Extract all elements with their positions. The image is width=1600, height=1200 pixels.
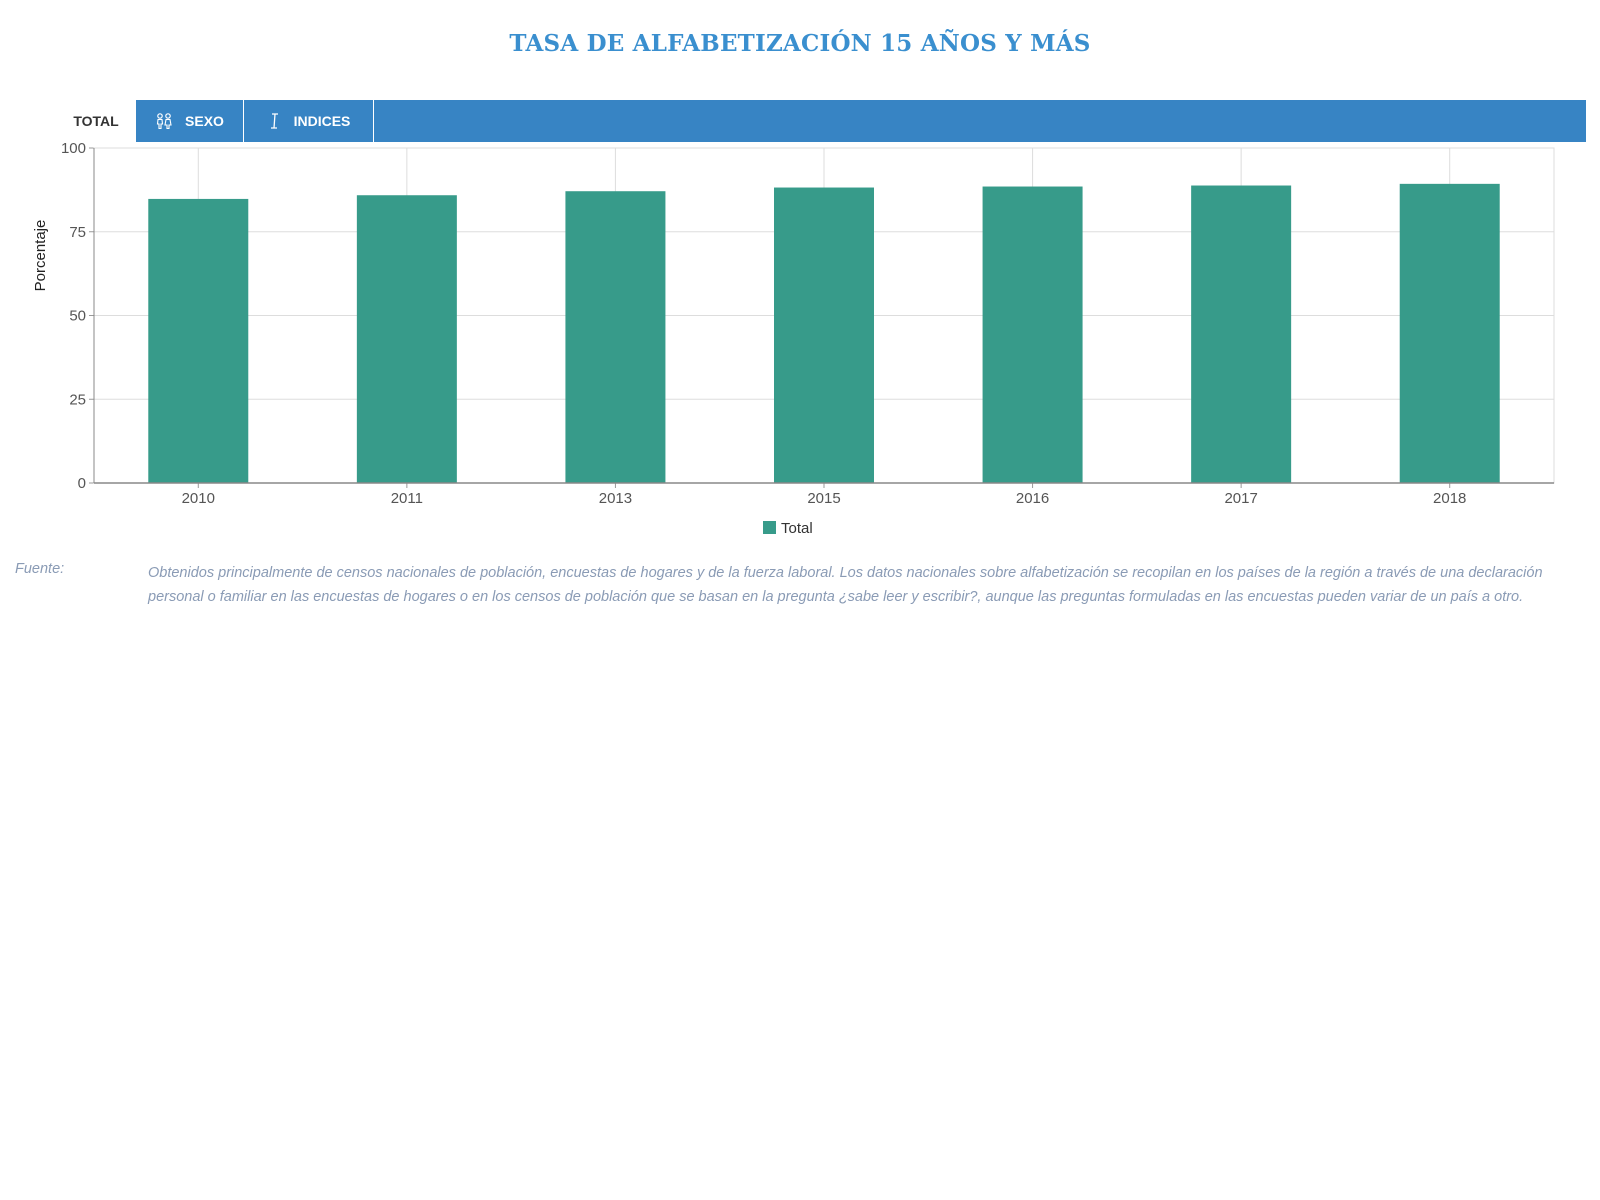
bars (148, 183, 1500, 484)
tab-sexo[interactable]: SEXO (136, 100, 244, 142)
x-tick-label: 2015 (807, 490, 840, 507)
bar-2017[interactable] (1191, 185, 1292, 483)
x-tick-label: 2013 (599, 490, 632, 507)
y-tick-label: 25 (69, 391, 86, 408)
legend-swatch-total (763, 521, 776, 534)
x-tick-label: 2011 (391, 490, 423, 507)
bar-2016[interactable] (982, 186, 1083, 483)
legend[interactable]: Total (763, 520, 813, 537)
x-tick-label: 2018 (1433, 490, 1466, 507)
tab-indices[interactable]: INDICES (245, 100, 374, 142)
y-tick-label: 0 (78, 475, 86, 492)
tick-labels: 0 25 50 75 100 2010 2011 2013 2015 2016 2017 2018 (61, 140, 1466, 507)
source-text: Obtenidos principalmente de censos nacio… (148, 565, 1543, 605)
cursor-icon (268, 112, 282, 130)
y-tick-label: 50 (69, 308, 86, 325)
source-label: Fuente: (15, 561, 65, 577)
tab-bar: TOTAL SEXO INDICES (56, 100, 1586, 142)
gender-icon (155, 112, 173, 130)
chart-title: TASA DE ALFABETIZACIÓN 15 AÑOS Y MÁS (509, 30, 1091, 57)
bar-2013[interactable] (565, 191, 666, 483)
x-tick-label: 2010 (182, 490, 215, 507)
tab-indices-label: INDICES (293, 113, 351, 129)
axes (89, 147, 1555, 488)
x-tick-label: 2017 (1224, 490, 1257, 507)
legend-label-total: Total (781, 520, 813, 537)
bar-2011[interactable] (356, 195, 457, 484)
bar-2010[interactable] (148, 198, 249, 484)
y-tick-label: 100 (61, 140, 86, 157)
tab-total[interactable]: TOTAL (56, 100, 136, 142)
tab-sexo-label: SEXO (185, 113, 224, 129)
bar-2018[interactable] (1399, 183, 1500, 483)
tab-total-label: TOTAL (73, 113, 119, 129)
bar-chart: 0 25 50 75 100 2010 2011 2013 2015 2016 2017 2018 P… (32, 140, 1555, 537)
bar-2015[interactable] (774, 187, 874, 483)
y-tick-label: 75 (69, 224, 86, 241)
y-axis-label: Porcentaje (32, 220, 49, 292)
x-tick-label: 2016 (1016, 490, 1049, 507)
